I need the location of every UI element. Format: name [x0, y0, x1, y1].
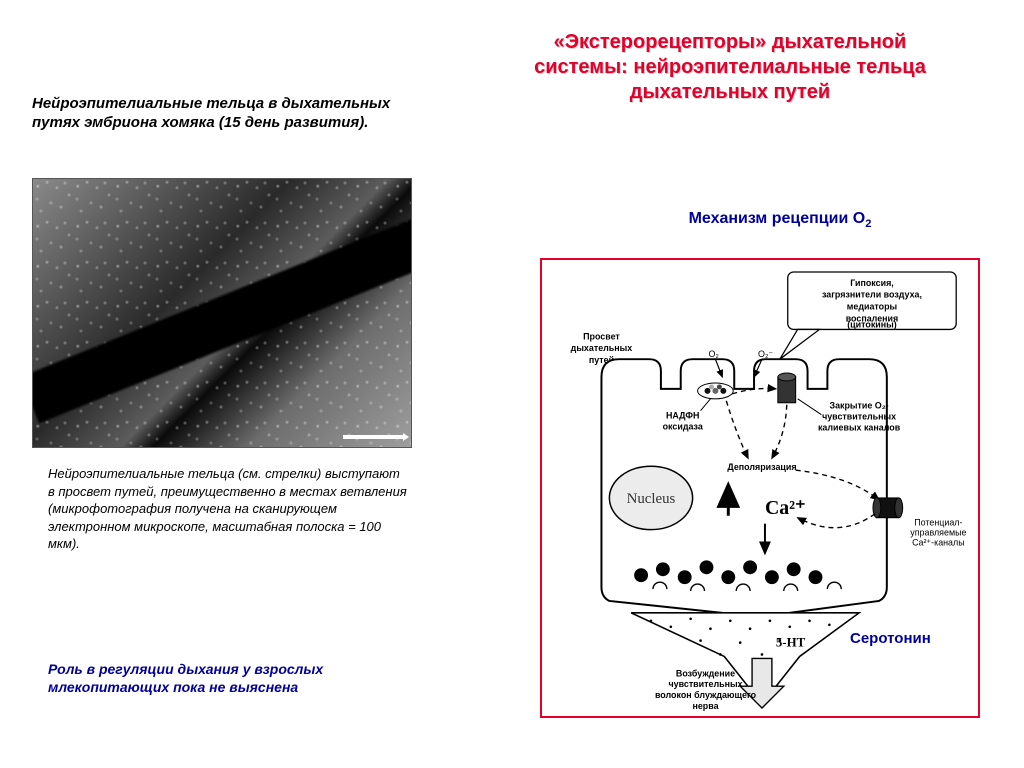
- left-caption: Нейроэпителиальные тельца в дыхательных …: [32, 95, 412, 133]
- vdcc-label-3: Ca²⁺-каналы: [912, 537, 965, 547]
- main-title-line-1: «Экстерорецепторы» дыхательной: [554, 31, 907, 53]
- main-title: «Экстерорецепторы» дыхательной системы: …: [470, 30, 990, 105]
- scale-arrow-icon: [403, 433, 409, 441]
- callout-line2: загрязнители воздуха,: [822, 290, 922, 300]
- mechanism-diagram: Гипоксия, загрязнители воздуха, медиатор…: [542, 260, 978, 716]
- callout-line3: медиаторы: [847, 302, 897, 312]
- diagram-frame: Гипоксия, загрязнители воздуха, медиатор…: [540, 258, 980, 718]
- under-caption-text: Нейроэпителиальные тельца (см. стрелки) …: [48, 466, 407, 551]
- nadph-label-1: НАДФН: [666, 411, 699, 421]
- lumen-label-1: Просвет: [583, 331, 620, 341]
- vagus-label-4: нерва: [692, 701, 719, 711]
- scale-bar: [343, 435, 403, 439]
- vagus-label-1: Возбуждение: [676, 668, 735, 678]
- depolarization-label: Деполяризация: [727, 462, 796, 472]
- k-label-1: Закрытие O₂-: [830, 401, 889, 411]
- role-note-text: Роль в регуляции дыхания у взрослых млек…: [48, 661, 323, 695]
- mechanism-title-sub: 2: [865, 218, 871, 230]
- mechanism-title: Механизм рецепции O2: [620, 210, 940, 230]
- fiveht-label: 5-HT: [776, 636, 806, 650]
- main-title-line-2: системы: нейроэпителиальные тельца: [534, 56, 926, 78]
- callout-bubble: Гипоксия, загрязнители воздуха, медиатор…: [780, 272, 956, 359]
- k-label-2: чувствительных: [822, 412, 896, 422]
- role-note: Роль в регуляции дыхания у взрослых млек…: [48, 660, 428, 696]
- under-caption: Нейроэпителиальные тельца (см. стрелки) …: [48, 465, 408, 553]
- serotonin-label: Серотонин: [850, 630, 931, 647]
- vagus-label-2: чувствительных: [668, 679, 742, 689]
- vagus-label-3: волокон блуждающего: [655, 690, 757, 700]
- svg-text:Ca²⁺: Ca²⁺: [765, 497, 806, 519]
- nucleus: Nucleus: [609, 466, 692, 529]
- svg-text:O₂: O₂: [708, 349, 719, 359]
- nadph-label-2: оксидаза: [663, 422, 704, 432]
- k-label-3: калиевых каналов: [818, 423, 901, 433]
- svg-text:O₂⁻: O₂⁻: [758, 349, 773, 359]
- slide-root: «Экстерорецепторы» дыхательной системы: …: [0, 0, 1024, 768]
- sem-micrograph: [32, 178, 412, 448]
- vdcc-label-1: Потенциал-: [914, 518, 962, 528]
- left-caption-text: Нейроэпителиальные тельца в дыхательных …: [32, 95, 390, 131]
- vdcc-label-2: управляемые: [910, 528, 966, 538]
- svg-text:Nucleus: Nucleus: [627, 491, 676, 507]
- serotonin-label-text: Серотонин: [850, 630, 931, 647]
- lumen-label-2: дыхательных: [571, 343, 633, 353]
- main-title-line-3: дыхательных путей: [630, 81, 830, 103]
- mechanism-title-prefix: Механизм рецепции O: [689, 210, 866, 227]
- callout-line1: Гипоксия,: [850, 278, 894, 288]
- callout-line5: (цитокины): [847, 319, 897, 329]
